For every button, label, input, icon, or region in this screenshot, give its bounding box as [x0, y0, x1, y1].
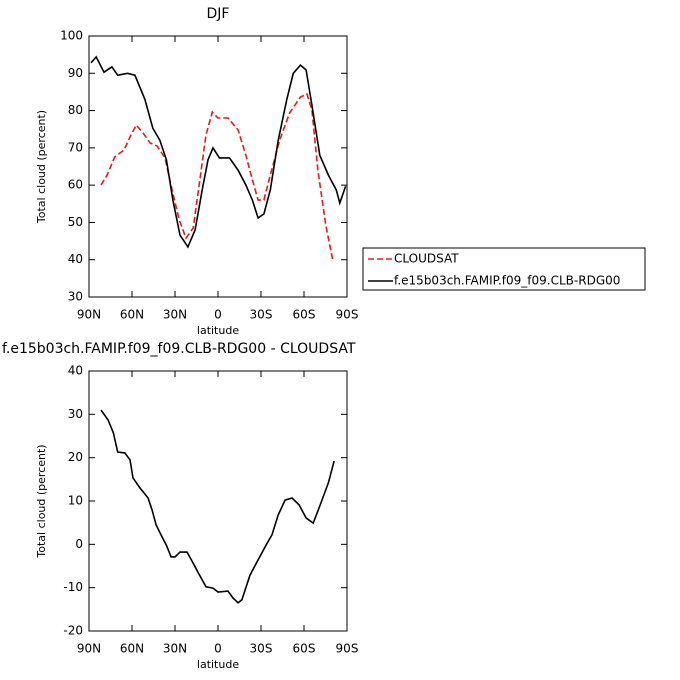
y-tick-label: 30	[68, 290, 83, 304]
chart-title: DJF	[207, 6, 230, 22]
data-line	[100, 92, 334, 260]
y-tick-label: 10	[68, 494, 83, 508]
y-tick-label: -20	[63, 624, 83, 638]
x-tick-label: 0	[214, 642, 222, 656]
y-tick-label: 20	[68, 450, 83, 464]
x-tick-label: 90S	[336, 308, 359, 322]
data-line	[100, 409, 335, 604]
plot-frame	[88, 35, 348, 298]
x-tick-label: 60N	[120, 308, 144, 322]
y-tick-label: 100	[60, 29, 83, 43]
x-tick-label: 0	[214, 308, 222, 322]
y-axis-label: Total cloud (percent)	[35, 110, 48, 224]
x-tick-label: 60N	[120, 642, 144, 656]
y-tick-label: 90	[68, 66, 83, 80]
x-tick-label: 60S	[293, 642, 316, 656]
y-tick-label: 40	[68, 252, 83, 266]
x-tick-label: 90N	[77, 308, 101, 322]
x-axis-label: latitude	[197, 658, 239, 671]
x-tick-label: 90N	[77, 642, 101, 656]
y-tick-label: 70	[68, 140, 83, 154]
y-tick-label: 40	[68, 364, 83, 378]
data-line	[90, 55, 347, 249]
legend-box	[362, 247, 646, 291]
legend-label: f.e15b03ch.FAMIP.f09_f09.CLB-RDG00	[394, 274, 620, 288]
y-axis-label: Total cloud (percent)	[35, 444, 48, 558]
legend-label: CLOUDSAT	[394, 252, 459, 266]
chart-title: f.e15b03ch.FAMIP.f09_f09.CLB-RDG00 - CLO…	[2, 341, 356, 357]
y-tick-label: 0	[75, 537, 83, 551]
y-tick-label: 60	[68, 178, 83, 192]
y-tick-label: -10	[63, 580, 83, 594]
x-tick-label: 30S	[250, 642, 273, 656]
y-tick-label: 30	[68, 407, 83, 421]
x-axis-label: latitude	[197, 324, 239, 337]
x-tick-label: 60S	[293, 308, 316, 322]
x-tick-label: 30S	[250, 308, 273, 322]
x-tick-label: 30N	[163, 642, 187, 656]
x-tick-label: 30N	[163, 308, 187, 322]
y-tick-label: 50	[68, 215, 83, 229]
x-tick-label: 90S	[336, 642, 359, 656]
y-tick-label: 80	[68, 103, 83, 117]
